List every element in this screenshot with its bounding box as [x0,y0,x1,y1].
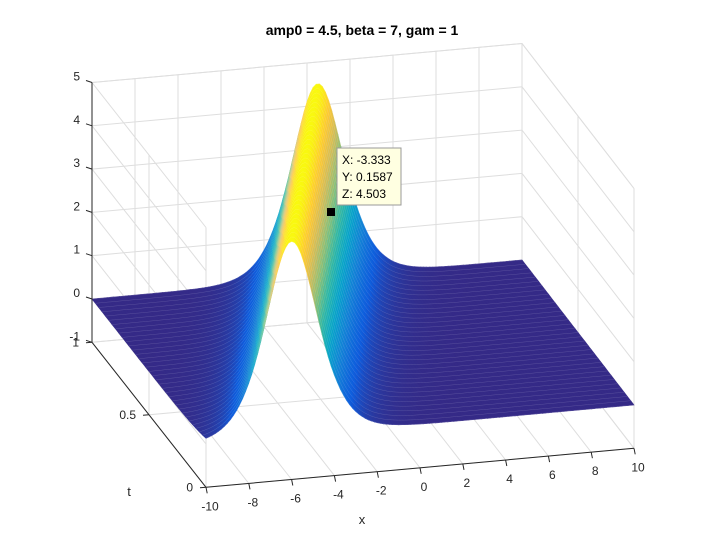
x-tick-mark [376,471,379,478]
z-tick-mark [85,166,93,170]
box-top-edge [91,42,635,189]
x-tick-label: 2 [463,476,470,490]
datatip-x: X: -3.333 [342,153,391,167]
t-tick-mark [142,414,150,416]
x-tick-mark [462,463,465,470]
x-tick-mark [590,452,593,459]
datatip-y: Y: 0.1587 [342,170,393,184]
x-tick-mark [419,467,422,474]
t-tick-label: 0.5 [119,408,136,422]
x-tick-label: 4 [506,472,513,486]
y-axis-label: t [127,484,131,499]
x-tick-label: -6 [290,492,301,506]
z-tick-label: -1 [69,329,80,343]
x-tick-label: -2 [376,484,387,498]
datatip-marker[interactable] [327,208,335,216]
t-tick-label: 0 [186,480,193,494]
surface-layer [91,83,635,439]
z-tick-mark [85,80,93,83]
datatip-z: Z: 4.503 [342,187,386,201]
chart-title: amp0 = 4.5, beta = 7, gam = 1 [266,22,459,38]
x-tick-label: -4 [333,488,344,502]
x-tick-mark [333,475,337,482]
x-tick-label: -8 [247,495,258,509]
t-tick-mark [199,486,207,489]
z-tick-label: 5 [73,70,80,84]
z-tick-label: 1 [73,243,80,257]
z-tick-mark [85,253,93,257]
x-tick-mark [205,487,208,494]
z-tick-label: 4 [73,113,80,127]
z-tick-mark [85,339,93,343]
x-tick-label: -10 [201,499,219,513]
z-tick-label: 0 [73,286,80,300]
z-tick-label: 2 [73,199,80,213]
z-tick-mark [85,209,93,213]
x-tick-mark [547,456,551,463]
x-tick-label: 10 [631,460,645,474]
x-axis-label: x [359,512,366,527]
x-tick-mark [505,459,508,467]
x-tick-label: 0 [421,480,428,494]
x-tick-label: 8 [592,464,599,478]
z-tick-mark [85,123,93,127]
z-tick-label: 3 [73,156,80,170]
x-tick-label: 6 [549,468,556,482]
z-tick-mark [85,296,93,300]
x-tick-mark [633,448,636,455]
x-tick-mark [291,479,294,486]
x-tick-mark [248,483,251,490]
